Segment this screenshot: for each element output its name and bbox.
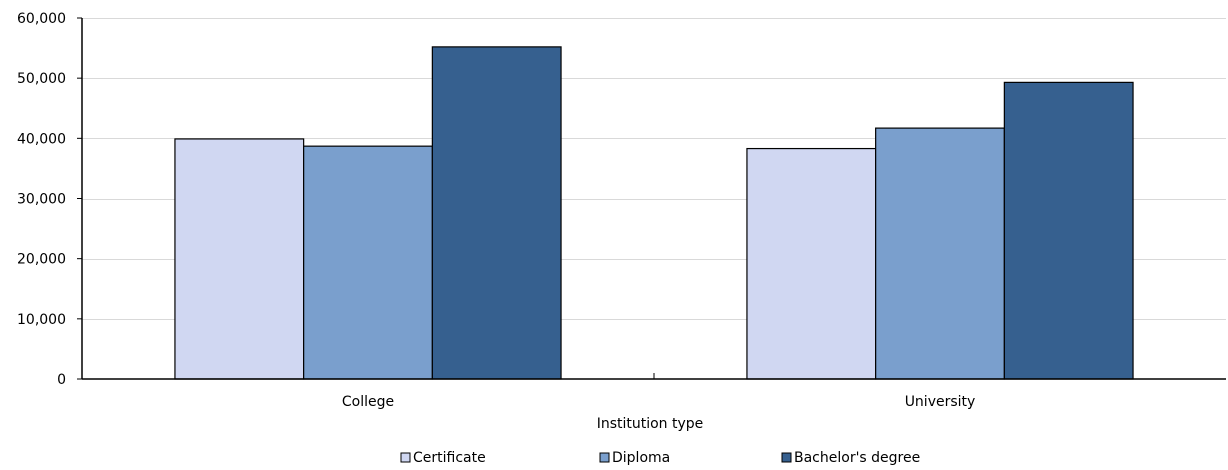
bar-certificate-university bbox=[746, 147, 877, 380]
bar-bachelor-s-degree-college bbox=[431, 46, 562, 380]
y-tick-label: 40,000 bbox=[17, 131, 66, 147]
x-axis-tick-labels: College University bbox=[342, 394, 975, 410]
x-tick-label: University bbox=[905, 394, 976, 410]
bar-bachelor-s-degree-university bbox=[1003, 81, 1134, 380]
y-axis-tick-labels: 0 10,000 20,000 30,000 40,000 50,000 60,000 bbox=[17, 11, 66, 388]
legend-swatch bbox=[599, 452, 610, 463]
legend-label: Certificate bbox=[413, 450, 486, 466]
y-tick-label: 50,000 bbox=[17, 71, 66, 87]
bar-diploma-college bbox=[303, 145, 433, 380]
y-tick-label: 10,000 bbox=[17, 312, 66, 328]
legend-item: Bachelor's degree bbox=[781, 450, 920, 466]
bar-certificate-college bbox=[174, 138, 305, 380]
legend: Certificate Diploma Bachelor's degree bbox=[400, 450, 920, 466]
legend-item: Diploma bbox=[599, 450, 670, 466]
y-tick-label: 0 bbox=[57, 372, 66, 388]
legend-swatch bbox=[400, 452, 411, 463]
y-tick-label: 60,000 bbox=[17, 11, 66, 27]
legend-item: Certificate bbox=[400, 450, 486, 466]
x-axis-title: Institution type bbox=[597, 416, 704, 432]
bars bbox=[174, 46, 1134, 380]
legend-swatch bbox=[781, 452, 792, 463]
bar-diploma-university bbox=[875, 127, 1005, 380]
x-tick-label: College bbox=[342, 394, 394, 410]
legend-label: Bachelor's degree bbox=[794, 450, 920, 466]
y-tick-label: 30,000 bbox=[17, 192, 66, 208]
y-tick-label: 20,000 bbox=[17, 252, 66, 268]
axes bbox=[77, 17, 1226, 380]
legend-label: Diploma bbox=[612, 450, 670, 466]
